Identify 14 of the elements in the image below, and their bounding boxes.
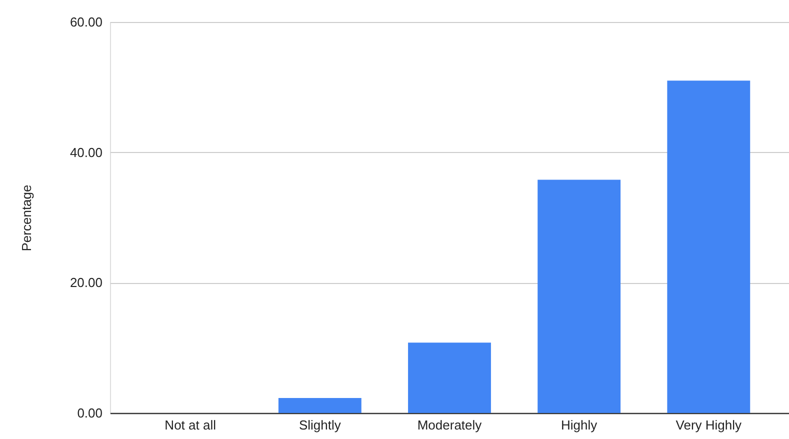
bar <box>538 180 621 413</box>
bar <box>408 342 491 413</box>
y-tick-label: 0.00 <box>77 406 102 420</box>
y-tick-label: 20.00 <box>70 275 102 290</box>
x-tick-label: Moderately <box>417 418 482 432</box>
x-tick-label: Very Highly <box>676 418 742 432</box>
y-axis-title: Percentage <box>18 184 34 252</box>
y-tick-label: 60.00 <box>70 14 102 30</box>
bar <box>278 398 362 413</box>
x-tick-label: Not at all <box>164 418 216 432</box>
x-tick-label: Highly <box>561 418 598 432</box>
bar <box>667 80 750 413</box>
x-tick-label: Slightly <box>298 418 342 432</box>
y-tick-label: 40.00 <box>70 144 102 160</box>
